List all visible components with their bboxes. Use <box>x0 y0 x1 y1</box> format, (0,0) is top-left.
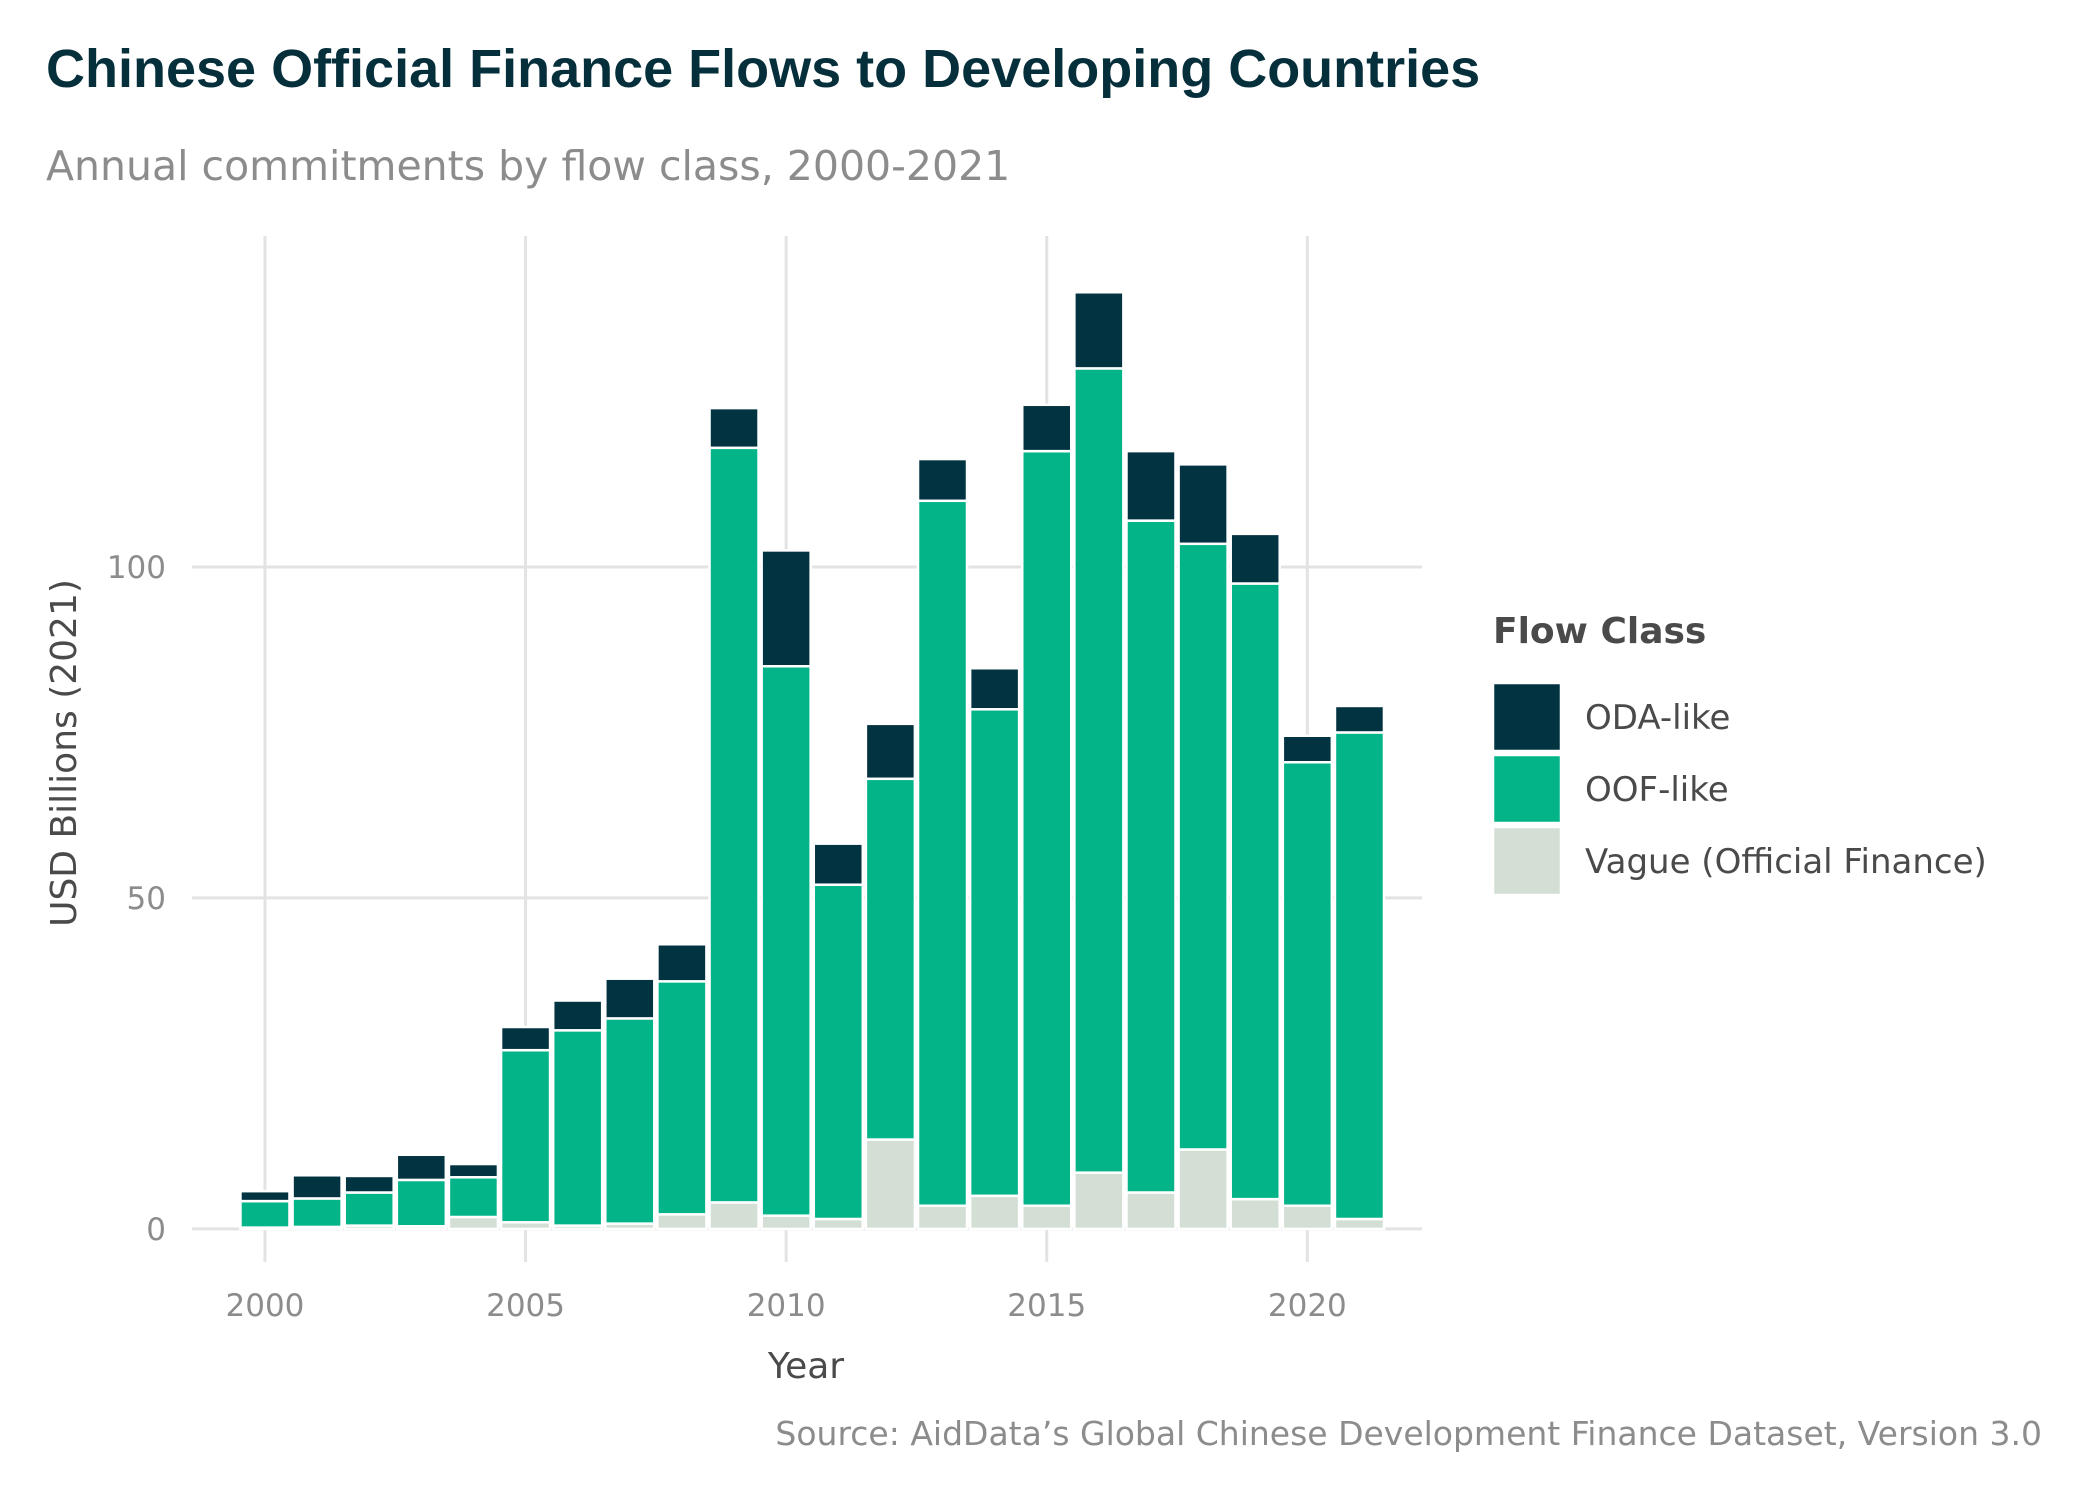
x-tick-label: 2020 <box>1268 1288 1347 1324</box>
bar-2021-oof-like <box>1333 731 1386 1221</box>
bar-2001-oof-like <box>291 1197 343 1229</box>
legend-label: ODA-like <box>1585 698 1730 738</box>
chart-caption: Source: AidData’s Global Chinese Develop… <box>775 1414 2042 1453</box>
bar-2005-oda-like <box>499 1025 552 1052</box>
bar-2003-oda-like <box>395 1153 448 1182</box>
bar-2012-oof-like <box>864 777 917 1141</box>
bar-2000-oda-like <box>239 1189 291 1203</box>
bar-2014-vague-official-finance <box>968 1194 1021 1231</box>
bar-2007-oof-like <box>604 1017 656 1225</box>
bar-2009-vague-official-finance <box>708 1201 760 1231</box>
bar-2010-oof-like <box>760 665 812 1217</box>
y-tick-label: 50 <box>127 881 166 917</box>
bar-2010-vague-official-finance <box>760 1214 812 1231</box>
bar-2013-vague-official-finance <box>916 1204 969 1231</box>
chart-subtitle: Annual commitments by flow class, 2000-2… <box>46 142 1011 190</box>
bar-2003-oof-like <box>395 1178 448 1228</box>
bar-2017-vague-official-finance <box>1125 1191 1177 1231</box>
bar-2008-oda-like <box>656 943 708 983</box>
y-axis-title: USD Billions (2021) <box>44 579 85 927</box>
bar-2018-oda-like <box>1177 463 1229 546</box>
x-tick-label: 2015 <box>1007 1288 1086 1324</box>
bar-2016-oda-like <box>1073 291 1125 370</box>
bar-2020-vague-official-finance <box>1281 1204 1334 1231</box>
bar-2008-oof-like <box>656 980 708 1216</box>
bar-2013-oda-like <box>916 457 969 503</box>
bar-2014-oda-like <box>968 666 1021 711</box>
bar-2011-oda-like <box>812 842 865 886</box>
bar-2019-vague-official-finance <box>1229 1197 1281 1231</box>
y-tick-label: 0 <box>146 1212 166 1248</box>
chart-title: Chinese Official Finance Flows to Develo… <box>46 39 1481 99</box>
bar-2020-oof-like <box>1281 760 1334 1207</box>
legend-label: OOF-like <box>1585 770 1729 810</box>
legend-swatch <box>1491 825 1563 897</box>
bar-2009-oda-like <box>708 406 760 450</box>
bar-2002-oof-like <box>343 1191 395 1227</box>
bar-2014-oof-like <box>968 708 1021 1198</box>
axis-tick-labels: 0 50 100 2000 2005 2010 2015 2020 <box>107 550 1347 1324</box>
bar-2015-oof-like <box>1021 449 1073 1207</box>
bar-2018-vague-official-finance <box>1177 1148 1229 1231</box>
bar-2005-oof-like <box>499 1048 552 1224</box>
legend-label: Vague (Official Finance) <box>1585 842 1987 882</box>
bar-2021-vague-official-finance <box>1333 1217 1386 1231</box>
bar-2013-oof-like <box>916 499 969 1207</box>
bar-2016-vague-official-finance <box>1073 1171 1125 1231</box>
bar-2015-vague-official-finance <box>1021 1204 1073 1231</box>
bar-2017-oda-like <box>1125 449 1177 522</box>
bar-2007-oda-like <box>604 977 656 1020</box>
legend-swatch <box>1491 681 1563 753</box>
bar-2012-vague-official-finance <box>864 1138 917 1231</box>
bar-2019-oda-like <box>1229 532 1281 585</box>
bar-2004-vague-official-finance <box>447 1215 500 1231</box>
bar-2008-vague-official-finance <box>656 1213 708 1231</box>
bar-2018-oof-like <box>1177 542 1229 1151</box>
x-axis-title: Year <box>767 1346 844 1387</box>
bar-2009-oof-like <box>708 446 760 1204</box>
bar-2000-oof-like <box>239 1199 291 1229</box>
bar-2004-oof-like <box>447 1176 500 1219</box>
bar-2002-oda-like <box>343 1174 395 1194</box>
x-tick-label: 2000 <box>226 1288 305 1324</box>
bars <box>239 291 1386 1231</box>
bar-2020-oda-like <box>1281 734 1334 764</box>
bar-2010-oda-like <box>760 549 812 668</box>
bar-2006-oof-like <box>551 1029 604 1227</box>
bar-2011-vague-official-finance <box>812 1217 865 1231</box>
y-tick-label: 100 <box>107 550 166 586</box>
bar-2001-oda-like <box>291 1174 343 1200</box>
bar-2012-oda-like <box>864 722 917 781</box>
legend-swatch <box>1491 753 1563 825</box>
bar-2016-oof-like <box>1073 367 1125 1174</box>
bar-2006-oda-like <box>551 999 604 1032</box>
legend-title: Flow Class <box>1493 611 1706 652</box>
bar-2019-oof-like <box>1229 582 1281 1201</box>
bar-2015-oda-like <box>1021 403 1073 453</box>
bar-2004-oda-like <box>447 1162 500 1179</box>
bar-2011-oof-like <box>812 883 865 1221</box>
bar-2021-oda-like <box>1333 704 1386 734</box>
legend: Flow Class ODA-like OOF-like Vague (Offici… <box>1491 611 1987 897</box>
x-tick-label: 2010 <box>747 1288 826 1324</box>
bar-2017-oof-like <box>1125 519 1177 1194</box>
x-tick-label: 2005 <box>486 1288 565 1324</box>
